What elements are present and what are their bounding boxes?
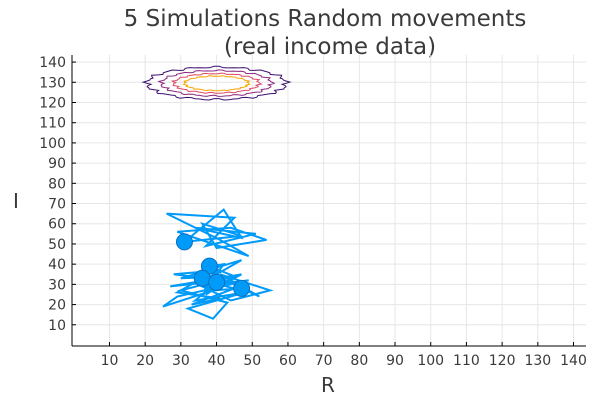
y-tick-labels: 10 20 30 40 50 60 70 80 90 100 110 120 130 140	[39, 55, 66, 334]
x-tick-label: 110	[453, 353, 480, 369]
endpoint-markers	[175, 233, 251, 297]
axes	[71, 55, 586, 347]
x-tick-label: 20	[136, 353, 154, 369]
chart-title: 5 Simulations Random movements	[124, 6, 527, 32]
y-tick-label: 70	[48, 197, 66, 213]
y-tick-label: 20	[48, 298, 66, 314]
y-tick-label: 90	[48, 156, 66, 172]
y-tick-label: 50	[48, 237, 66, 253]
x-tick-label: 60	[279, 353, 297, 369]
x-tick-label: 80	[350, 353, 368, 369]
endpoint-marker-4	[208, 273, 226, 291]
x-axis-label: R	[321, 373, 335, 397]
x-tick-label: 120	[489, 353, 516, 369]
y-tick-label: 80	[48, 176, 66, 192]
x-tick-label: 30	[172, 353, 190, 369]
x-tick-label: 70	[315, 353, 333, 369]
y-tick-label: 10	[48, 318, 66, 334]
x-tick-label: 90	[386, 353, 404, 369]
endpoint-marker-3	[193, 269, 211, 287]
y-tick-label: 140	[39, 55, 66, 71]
x-tick-label: 10	[101, 353, 119, 369]
trajectory-1	[166, 208, 267, 258]
contour-level-2	[157, 69, 275, 97]
chart-subtitle: (real income data)	[224, 34, 436, 60]
x-tick-labels: 10 20 30 40 50 60 70 80 90 100 110 120 130 140	[101, 353, 587, 369]
endpoint-marker-5	[233, 279, 251, 297]
endpoint-marker-1	[175, 233, 193, 251]
y-tick-label: 130	[39, 75, 66, 91]
y-tick-label: 40	[48, 257, 66, 273]
density-contours	[141, 65, 292, 101]
y-tick-label: 100	[39, 136, 66, 152]
y-tick-label: 30	[48, 277, 66, 293]
x-tick-label: 50	[243, 353, 261, 369]
x-tick-label: 40	[208, 353, 226, 369]
x-tick-label: 130	[524, 353, 551, 369]
gridlines	[72, 55, 586, 346]
x-tick-label: 100	[417, 353, 444, 369]
y-tick-label: 120	[39, 95, 66, 111]
y-axis-label: I	[13, 189, 19, 213]
x-tick-label: 140	[560, 353, 587, 369]
contour-level-3	[170, 72, 263, 94]
y-tick-label: 60	[48, 217, 66, 233]
y-tick-label: 110	[39, 116, 66, 132]
contour-level-4	[182, 75, 251, 92]
contour-level-1	[141, 65, 292, 101]
